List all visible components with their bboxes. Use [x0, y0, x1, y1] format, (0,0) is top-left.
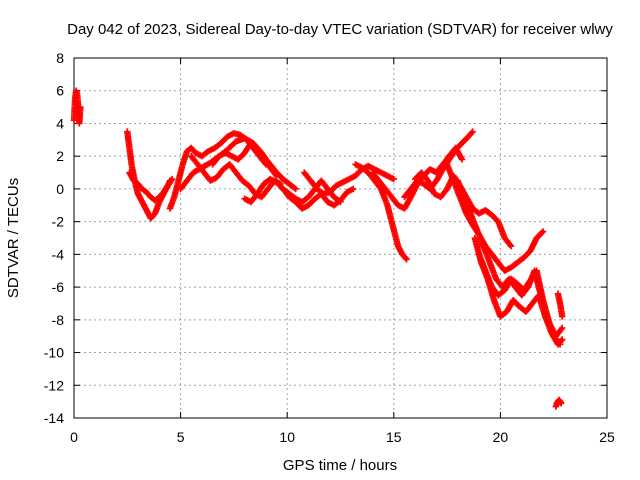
x-tick-label: 10	[279, 429, 295, 445]
data-point-marker	[168, 175, 176, 183]
y-tick-label: 8	[56, 50, 64, 66]
data-point-marker	[77, 103, 84, 111]
y-tick-label: -2	[52, 214, 65, 230]
x-tick-label: 0	[70, 429, 78, 445]
series-s18	[475, 251, 566, 340]
x-tick-label: 20	[493, 429, 509, 445]
data-point-marker	[507, 242, 515, 250]
y-tick-label: 0	[56, 181, 64, 197]
series-s7	[209, 139, 299, 193]
data-point-marker	[168, 177, 175, 184]
data-point-marker	[559, 336, 566, 343]
y-tick-label: -10	[44, 345, 64, 361]
data-point-marker	[468, 129, 475, 137]
data-point-marker	[557, 337, 565, 344]
x-tick-label: 15	[386, 429, 402, 445]
data-point-marker	[291, 184, 298, 192]
data-point-marker	[350, 185, 357, 193]
data-point-marker	[403, 256, 410, 263]
y-tick-label: -6	[52, 279, 65, 295]
x-axis-title: GPS time / hours	[283, 457, 397, 474]
plot-frame	[73, 57, 608, 419]
y-tick-label: 4	[56, 115, 64, 131]
y-axis: 8 6 4 2 0 -2 -4 -6 -8 -10 -12 -14	[44, 50, 607, 426]
y-axis-title: SDTVAR / TECUs	[5, 178, 22, 298]
data-point-marker	[557, 400, 565, 407]
y-tick-label: -8	[52, 312, 65, 328]
y-tick-label: -4	[52, 246, 65, 262]
grid	[74, 58, 607, 418]
x-axis: 0 5 10 15 20 25	[70, 58, 615, 445]
data-point-marker	[292, 185, 299, 193]
data-point-marker	[538, 229, 546, 236]
data-point-marker	[559, 313, 566, 320]
data-points	[70, 87, 566, 410]
data-point-marker	[469, 128, 476, 135]
y-tick-label: -14	[44, 410, 64, 426]
y-tick-label: -12	[44, 377, 64, 393]
series-s20	[552, 396, 565, 410]
series-s19	[554, 290, 566, 320]
data-point-marker	[559, 324, 566, 332]
y-tick-label: 6	[56, 83, 64, 99]
series-s11	[352, 161, 410, 263]
x-tick-label: 25	[599, 429, 615, 445]
series-s3	[126, 169, 176, 204]
x-tick-label: 5	[177, 429, 185, 445]
data-point-marker	[458, 156, 466, 163]
data-point-marker	[390, 175, 397, 183]
y-tick-label: 2	[56, 148, 64, 164]
series-s13	[401, 128, 476, 201]
data-point-marker	[539, 228, 547, 235]
series-s1	[70, 87, 84, 127]
chart-title: Day 042 of 2023, Sidereal Day-to-day VTE…	[67, 21, 613, 38]
data-point-marker	[402, 254, 409, 262]
